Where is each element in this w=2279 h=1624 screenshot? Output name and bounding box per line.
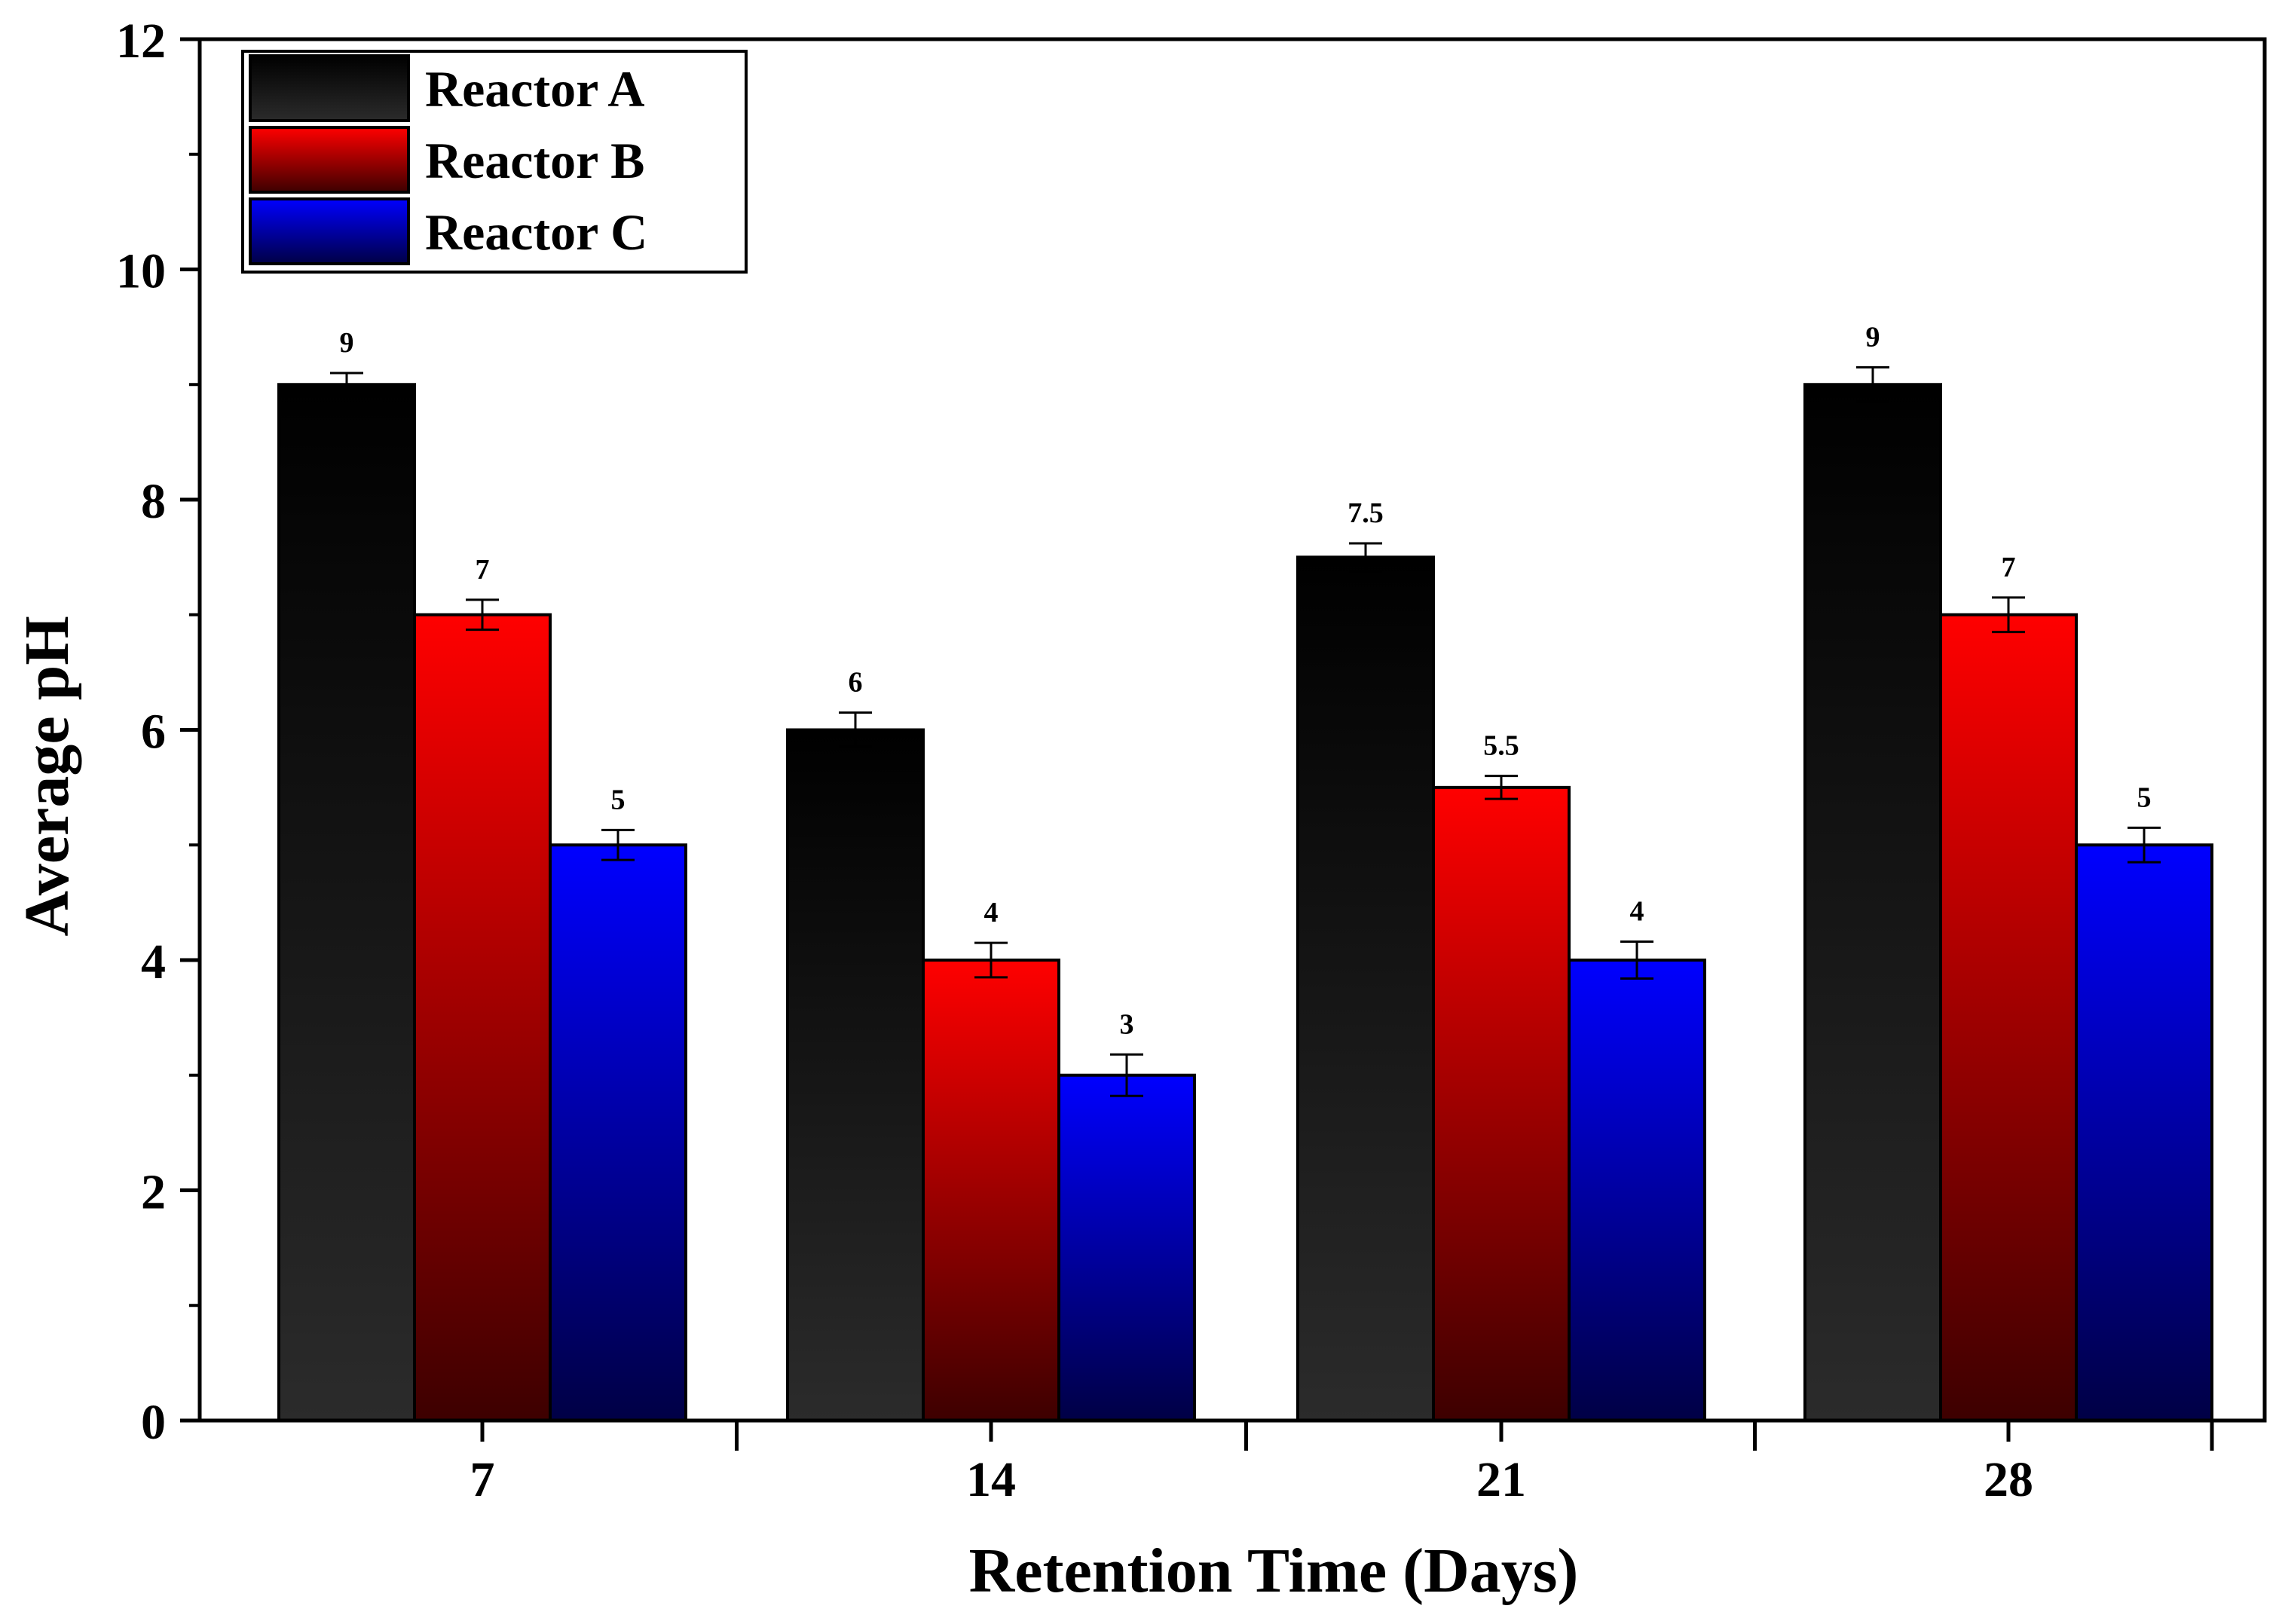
x-tick-label: 28 bbox=[1984, 1452, 2033, 1507]
y-tick-label: 2 bbox=[141, 1165, 166, 1220]
error-bar bbox=[2128, 826, 2161, 864]
error-bar bbox=[601, 828, 635, 861]
bar-reactor-a-21 bbox=[1296, 555, 1435, 1422]
data-label: 9 bbox=[340, 327, 354, 359]
bar-reactor-c-28 bbox=[2075, 843, 2213, 1422]
data-label: 6 bbox=[849, 667, 863, 699]
legend-swatch bbox=[249, 54, 410, 122]
data-label: 3 bbox=[1120, 1008, 1134, 1040]
error-bar bbox=[1856, 365, 1889, 403]
x-tick-label: 14 bbox=[966, 1452, 1016, 1507]
error-bar bbox=[1110, 1053, 1143, 1097]
data-label: 7 bbox=[476, 554, 490, 586]
data-label: 7 bbox=[2002, 552, 2016, 583]
bar-reactor-b-14 bbox=[922, 959, 1060, 1422]
data-label: 5 bbox=[2137, 781, 2152, 813]
legend-label: Reactor C bbox=[425, 203, 647, 261]
data-label: 5.5 bbox=[1483, 730, 1519, 762]
legend-swatch bbox=[249, 197, 410, 265]
error-bar bbox=[1620, 940, 1653, 980]
y-axis-title: Average pH bbox=[12, 616, 82, 936]
y-tick-label: 12 bbox=[116, 14, 166, 69]
data-label: 4 bbox=[1630, 896, 1644, 928]
error-bar bbox=[330, 372, 363, 398]
y-tick-label: 4 bbox=[141, 934, 166, 989]
data-label: 4 bbox=[984, 897, 999, 928]
error-bar bbox=[839, 711, 872, 748]
bar-reactor-c-14 bbox=[1057, 1073, 1196, 1422]
bar-reactor-a-14 bbox=[786, 728, 925, 1422]
bar-reactor-c-21 bbox=[1568, 959, 1706, 1422]
bar-reactor-b-7 bbox=[413, 613, 552, 1422]
legend-swatch bbox=[249, 126, 410, 194]
bar-reactor-b-28 bbox=[1939, 613, 2078, 1422]
y-tick-label: 6 bbox=[141, 705, 166, 760]
x-tick-label: 7 bbox=[470, 1452, 495, 1507]
y-tick-label: 0 bbox=[141, 1395, 166, 1450]
x-axis-title: Retention Time (Days) bbox=[969, 1536, 1579, 1606]
data-label: 7.5 bbox=[1348, 497, 1384, 529]
legend: Reactor A Reactor B Reactor C bbox=[241, 50, 748, 274]
bars-layer: 9 6 7.5 9 7 4 5.5 7 5 3 4 5 bbox=[277, 321, 2213, 1422]
error-bar bbox=[1349, 542, 1382, 573]
data-label: 9 bbox=[1866, 321, 1880, 353]
x-tick-label: 21 bbox=[1476, 1452, 1526, 1507]
legend-label: Reactor B bbox=[425, 132, 644, 189]
bar-reactor-b-21 bbox=[1432, 785, 1571, 1422]
data-label: 5 bbox=[611, 784, 626, 815]
error-bar bbox=[466, 598, 499, 632]
legend-label: Reactor A bbox=[425, 60, 644, 118]
error-bar bbox=[974, 941, 1008, 979]
bar-reactor-c-7 bbox=[549, 843, 687, 1422]
bar-reactor-a-28 bbox=[1803, 383, 1942, 1422]
error-bar bbox=[1992, 596, 2025, 634]
axes-layer: 0 2 4 6 8 10 12 7 14 21 28 bbox=[116, 14, 2267, 1507]
y-tick-label: 10 bbox=[116, 244, 166, 299]
bar-reactor-a-7 bbox=[277, 383, 416, 1422]
y-tick-label: 8 bbox=[141, 474, 166, 529]
error-bar bbox=[1485, 775, 1518, 800]
